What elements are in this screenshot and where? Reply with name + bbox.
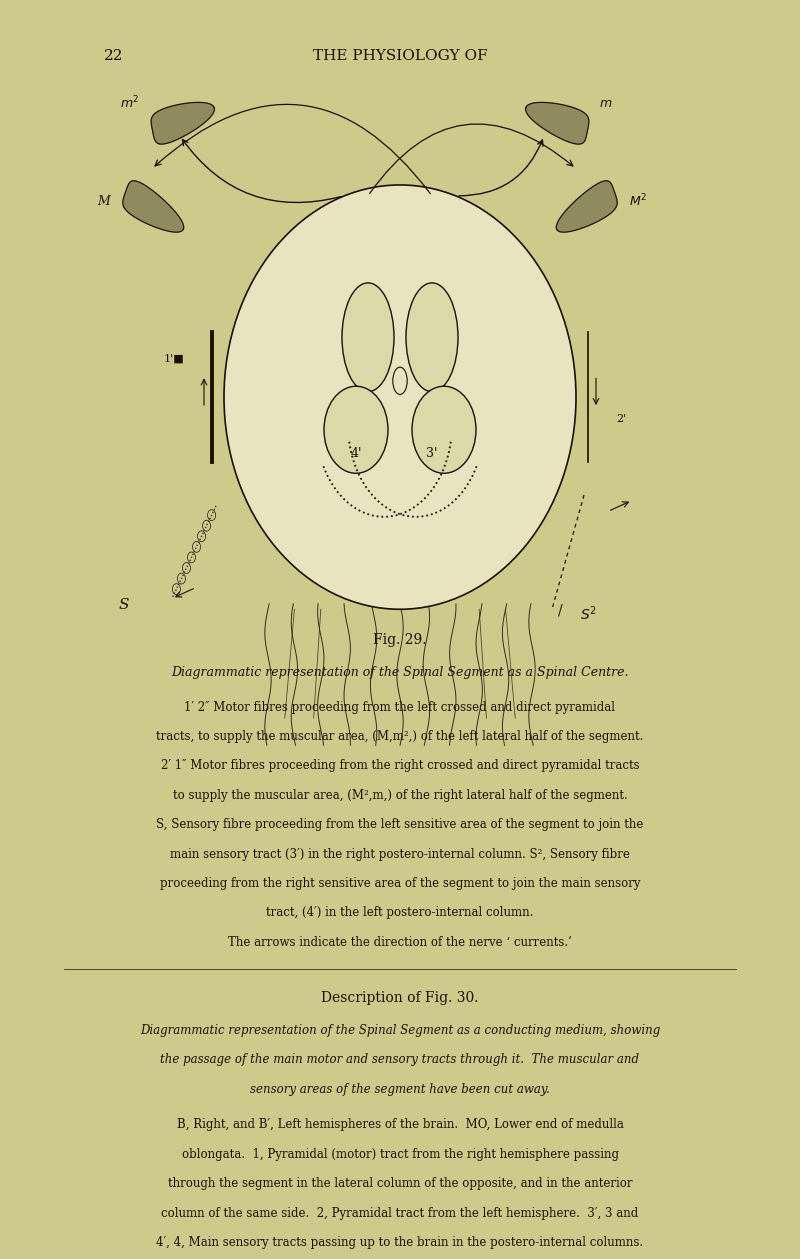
Text: oblongata.  1, Pyramidal (motor) tract from the right hemisphere passing: oblongata. 1, Pyramidal (motor) tract fr…: [182, 1148, 618, 1161]
Text: S: S: [118, 598, 130, 612]
Polygon shape: [526, 102, 589, 144]
Text: proceeding from the right sensitive area of the segment to join the main sensory: proceeding from the right sensitive area…: [160, 878, 640, 890]
Text: 3': 3': [426, 447, 438, 460]
Text: B, Right, and B′, Left hemispheres of the brain.  MO, Lower end of medulla: B, Right, and B′, Left hemispheres of th…: [177, 1118, 623, 1132]
Polygon shape: [556, 181, 617, 232]
Text: sensory areas of the segment have been cut away.: sensory areas of the segment have been c…: [250, 1083, 550, 1095]
Text: 22: 22: [104, 49, 123, 63]
Ellipse shape: [324, 387, 388, 473]
Text: $m$: $m$: [599, 97, 612, 110]
Text: Diagrammatic representation of the Spinal Segment as a Spinal Centre.: Diagrammatic representation of the Spina…: [171, 666, 629, 679]
Text: 2′ 1″ Motor fibres proceeding from the right crossed and direct pyramidal tracts: 2′ 1″ Motor fibres proceeding from the r…: [161, 759, 639, 773]
Polygon shape: [151, 102, 214, 144]
Text: $S^2$: $S^2$: [579, 604, 597, 623]
Text: Diagrammatic representation of the Spinal Segment as a conducting medium, showin: Diagrammatic representation of the Spina…: [140, 1024, 660, 1037]
Text: through the segment in the lateral column of the opposite, and in the anterior: through the segment in the lateral colum…: [168, 1177, 632, 1190]
Text: M: M: [98, 195, 110, 208]
Text: $m^2$: $m^2$: [120, 96, 139, 112]
Ellipse shape: [342, 283, 394, 392]
Polygon shape: [123, 181, 184, 232]
Text: Description of Fig. 30.: Description of Fig. 30.: [322, 991, 478, 1005]
Text: main sensory tract (3′) in the right postero-internal column. S², Sensory fibre: main sensory tract (3′) in the right pos…: [170, 847, 630, 861]
Ellipse shape: [406, 283, 458, 392]
Ellipse shape: [412, 387, 476, 473]
Text: S, Sensory fibre proceeding from the left sensitive area of the segment to join : S, Sensory fibre proceeding from the lef…: [156, 818, 644, 831]
Text: Fig. 29.: Fig. 29.: [374, 633, 426, 647]
Text: $M^2$: $M^2$: [630, 193, 647, 209]
Text: 2': 2': [617, 414, 626, 424]
Text: tract, (4′) in the left postero-internal column.: tract, (4′) in the left postero-internal…: [266, 906, 534, 919]
Text: /: /: [558, 604, 562, 618]
Text: The arrows indicate the direction of the nerve ‘ currents.’: The arrows indicate the direction of the…: [228, 935, 572, 949]
Text: 1′ 2″ Motor fibres proceeding from the left crossed and direct pyramidal: 1′ 2″ Motor fibres proceeding from the l…: [185, 701, 615, 714]
Text: THE PHYSIOLOGY OF: THE PHYSIOLOGY OF: [313, 49, 487, 63]
Text: the passage of the main motor and sensory tracts through it.  The muscular and: the passage of the main motor and sensor…: [161, 1054, 639, 1066]
Text: 1'■: 1'■: [163, 354, 184, 364]
Text: tracts, to supply the muscular area, (M,m²,) of the left lateral half of the seg: tracts, to supply the muscular area, (M,…: [156, 730, 644, 743]
Ellipse shape: [224, 185, 576, 609]
Text: column of the same side.  2, Pyramidal tract from the left hemisphere.  3′, 3 an: column of the same side. 2, Pyramidal tr…: [162, 1206, 638, 1220]
Text: 4′, 4, Main sensory tracts passing up to the brain in the postero-internal colum: 4′, 4, Main sensory tracts passing up to…: [157, 1236, 643, 1249]
Ellipse shape: [393, 368, 407, 394]
Text: 4': 4': [350, 447, 362, 460]
Text: to supply the muscular area, (M²,m,) of the right lateral half of the segment.: to supply the muscular area, (M²,m,) of …: [173, 789, 627, 802]
